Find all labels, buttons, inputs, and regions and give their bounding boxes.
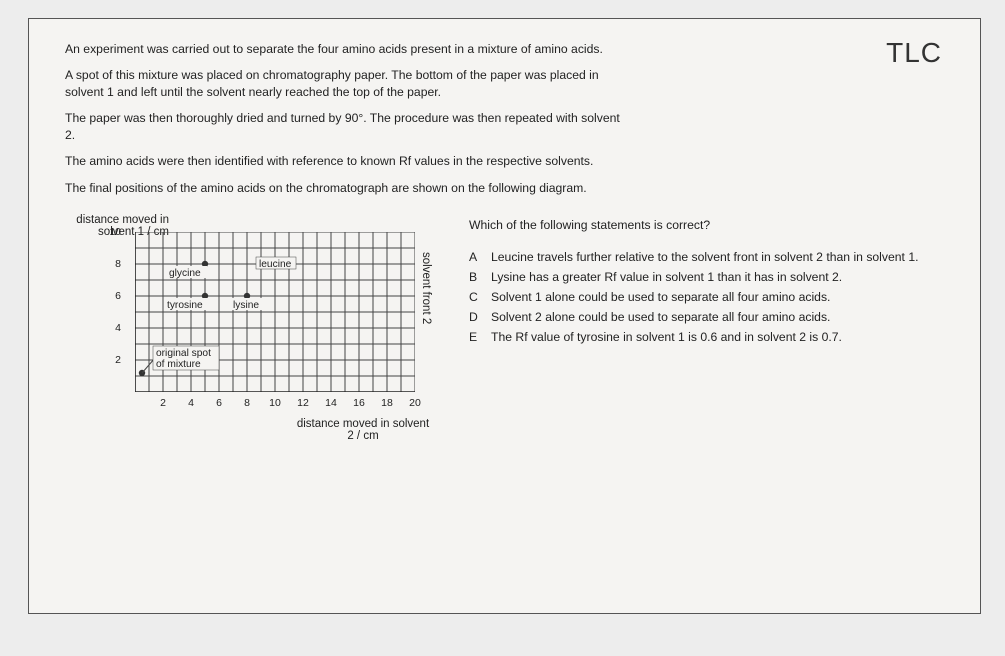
label-glycine: glycine [169,268,201,279]
label-origin-line2: of mixture [156,359,201,370]
intro-p3: The paper was then thoroughly dried and … [65,110,625,143]
chromatograph-chart: distance moved in solvent 1 / cm 10 8 6 … [65,212,435,457]
option-c: C Solvent 1 alone could be used to separ… [469,290,918,304]
option-letter: B [469,270,491,284]
intro-p1: An experiment was carried out to separat… [65,41,625,57]
option-d: D Solvent 2 alone could be used to separ… [469,310,918,324]
label-lysine: lysine [233,300,259,311]
question-column: Which of the following statements is cor… [455,212,952,457]
option-e: E The Rf value of tyrosine in solvent 1 … [469,330,918,344]
option-letter: E [469,330,491,344]
chart-grid: glycine leucine tyrosine lysine original… [135,232,415,392]
option-text: Solvent 1 alone could be used to separat… [491,290,918,304]
option-b: B Lysine has a greater Rf value in solve… [469,270,918,284]
options-list: A Leucine travels further relative to th… [469,244,918,350]
option-letter: A [469,250,491,264]
chart-point-labels: glycine leucine tyrosine lysine original… [153,232,299,370]
label-origin-line1: original spot [156,348,211,359]
x-axis-label: distance moved in solvent 2 / cm [293,418,433,442]
intro-p5: The final positions of the amino acids o… [65,180,625,196]
intro-text: An experiment was carried out to separat… [65,41,625,206]
label-leucine: leucine [259,259,292,270]
option-a: A Leucine travels further relative to th… [469,250,918,264]
intro-p4: The amino acids were then identified wit… [65,153,625,169]
body-row: distance moved in solvent 1 / cm 10 8 6 … [65,212,952,457]
option-text: Lysine has a greater Rf value in solvent… [491,270,918,284]
question-text: Which of the following statements is cor… [469,218,952,232]
label-solvent-front-2: solvent front 2 [420,252,432,324]
option-text: The Rf value of tyrosine in solvent 1 is… [491,330,918,344]
intro-p2: A spot of this mixture was placed on chr… [65,67,625,100]
option-text: Solvent 2 alone could be used to separat… [491,310,918,324]
option-letter: C [469,290,491,304]
option-text: Leucine travels further relative to the … [491,250,918,264]
chart-column: distance moved in solvent 1 / cm 10 8 6 … [65,212,455,457]
option-letter: D [469,310,491,324]
label-tyrosine: tyrosine [167,300,203,311]
page-title: TLC [886,37,942,69]
worksheet-frame: An experiment was carried out to separat… [28,18,981,614]
header-row: An experiment was carried out to separat… [65,41,952,206]
